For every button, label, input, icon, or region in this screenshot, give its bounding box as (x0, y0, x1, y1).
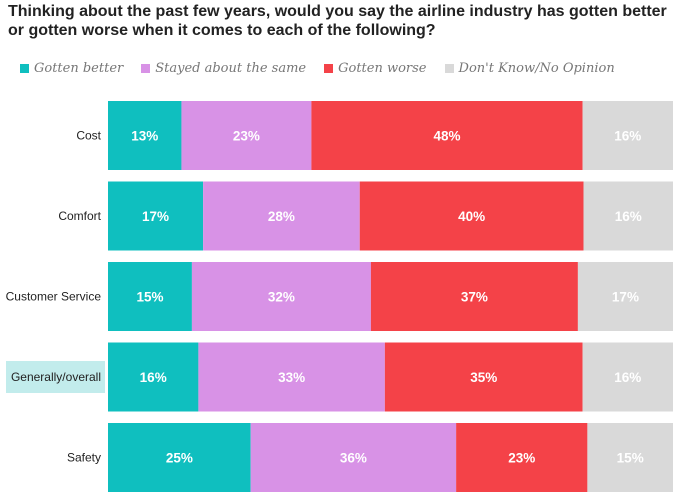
bar-cost-gotten-better (108, 101, 182, 170)
bar-generally-overall-stayed-about-the-same (198, 342, 385, 412)
value-label-cost-gotten-better: 13% (131, 129, 158, 144)
value-label-comfort-stayed-about-the-same: 28% (268, 209, 295, 224)
bar-safety-don-t-know-no-opinion (587, 423, 673, 492)
bar-comfort-stayed-about-the-same (203, 181, 360, 251)
bar-cost-gotten-worse (311, 101, 583, 170)
chart-title: Thinking about the past few years, would… (8, 3, 667, 39)
category-label-safety: Safety (67, 451, 101, 465)
bar-cost-stayed-about-the-same (181, 101, 312, 170)
legend-swatch-gotten-better (20, 63, 29, 73)
bar-cost-don-t-know-no-opinion (582, 101, 673, 170)
value-label-comfort-gotten-better: 17% (142, 209, 169, 224)
legend-label-stayed-same: Stayed about the same (155, 60, 307, 76)
bar-generally-overall-gotten-worse (384, 342, 583, 412)
bar-customer-service-gotten-worse (370, 262, 578, 331)
value-label-generally-overall-stayed-about-the-same: 33% (278, 370, 305, 385)
value-label-generally-overall-don-t-know-no-opinion: 16% (614, 370, 641, 385)
bar-safety-gotten-better (108, 423, 251, 492)
bar-comfort-gotten-worse (359, 181, 584, 251)
legend-label-gotten-worse: Gotten worse (338, 60, 427, 76)
legend-swatch-stayed-same (141, 63, 151, 73)
value-label-cost-stayed-about-the-same: 23% (233, 129, 260, 144)
bar-generally-overall-don-t-know-no-opinion (582, 342, 673, 412)
value-label-customer-service-gotten-better: 15% (136, 290, 163, 305)
legend-item-gotten-better: Gotten better (20, 61, 123, 76)
category-label-cost: Cost (76, 129, 101, 143)
value-label-cost-gotten-worse: 48% (433, 129, 460, 144)
value-label-customer-service-stayed-about-the-same: 32% (268, 290, 295, 305)
bar-customer-service-gotten-better (108, 262, 192, 331)
value-label-cost-don-t-know-no-opinion: 16% (614, 129, 641, 144)
value-label-safety-gotten-worse: 23% (508, 451, 535, 466)
legend-swatch-gotten-worse (324, 63, 334, 73)
value-label-customer-service-gotten-worse: 37% (461, 290, 488, 305)
bar-customer-service-stayed-about-the-same (191, 262, 371, 331)
value-label-generally-overall-gotten-better: 16% (140, 370, 167, 385)
legend-label-gotten-better: Gotten better (34, 60, 124, 76)
value-label-safety-don-t-know-no-opinion: 15% (617, 451, 644, 466)
legend-swatch-dont-know (444, 63, 454, 73)
legend-item-dont-know: Don't Know/No Opinion (444, 60, 615, 76)
bar-safety-gotten-worse (456, 423, 588, 492)
value-label-safety-gotten-better: 25% (166, 451, 193, 466)
category-label-customer-service: Customer Service (6, 290, 102, 304)
value-label-comfort-gotten-worse: 40% (458, 209, 485, 224)
category-label-generally-overall: Generally/overall (11, 370, 101, 384)
legend: Gotten better Stayed about the same Gott… (20, 60, 633, 76)
legend-label-dont-know: Don't Know/No Opinion (458, 60, 615, 76)
bar-safety-stayed-about-the-same (250, 423, 457, 492)
bar-comfort-gotten-better (108, 181, 204, 251)
legend-item-gotten-worse: Gotten worse (324, 60, 427, 76)
value-label-safety-stayed-about-the-same: 36% (340, 451, 367, 466)
legend-item-stayed-same: Stayed about the same (141, 61, 306, 76)
bar-generally-overall-gotten-better (108, 342, 199, 412)
bar-customer-service-don-t-know-no-opinion (577, 262, 673, 331)
value-label-comfort-don-t-know-no-opinion: 16% (615, 209, 642, 224)
bar-comfort-don-t-know-no-opinion (583, 181, 673, 251)
value-label-customer-service-don-t-know-no-opinion: 17% (612, 290, 639, 305)
category-label-comfort: Comfort (58, 209, 101, 223)
value-label-generally-overall-gotten-worse: 35% (470, 370, 497, 385)
category-highlight (6, 361, 105, 393)
